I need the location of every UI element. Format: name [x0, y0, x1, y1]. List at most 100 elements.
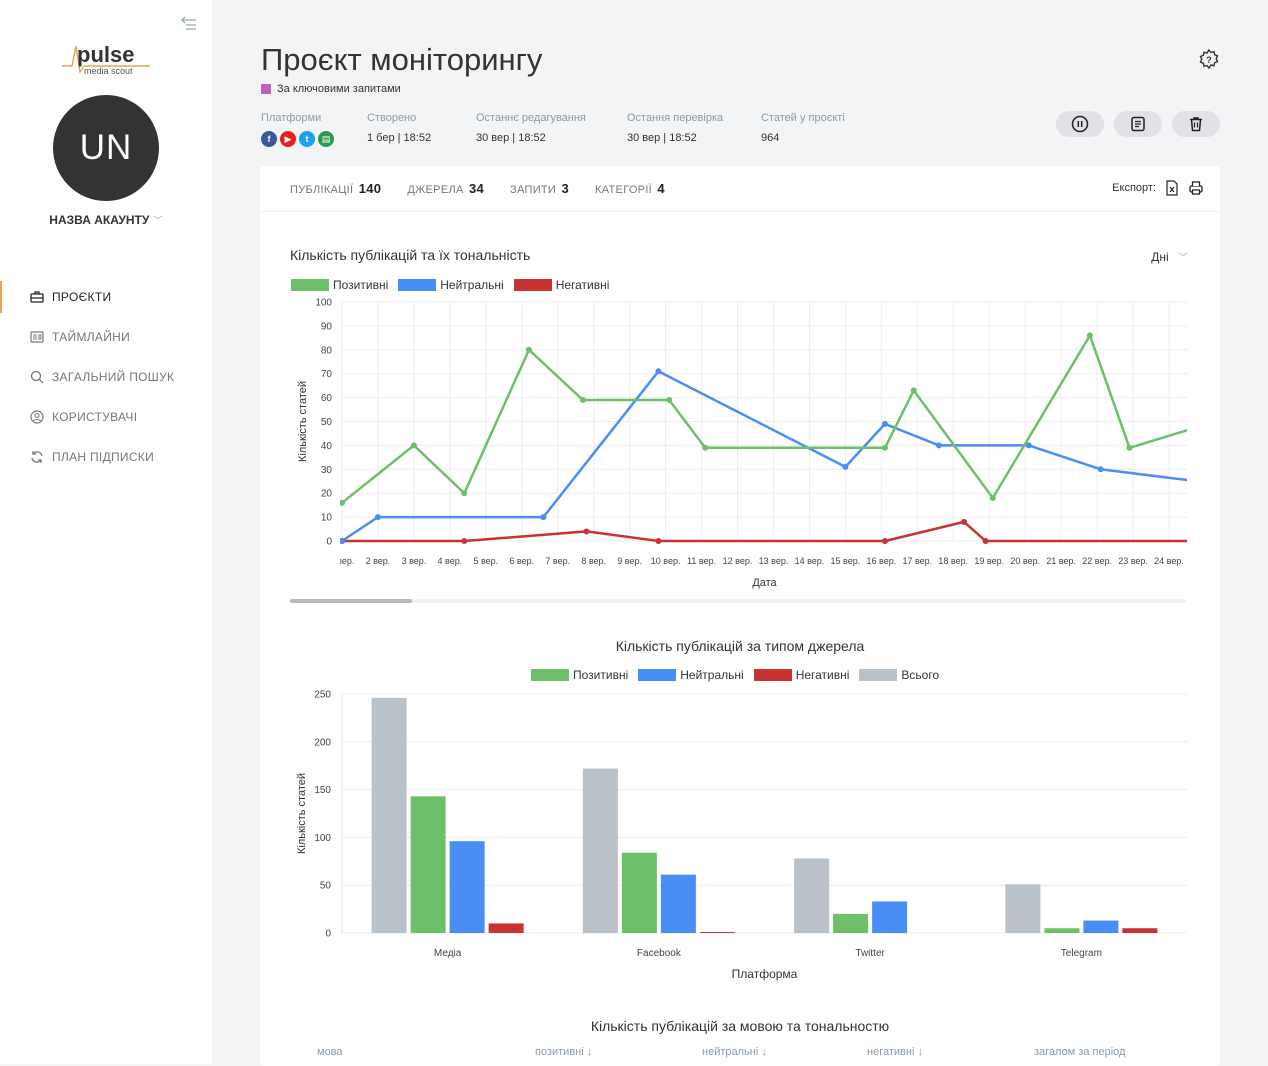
data-point — [1097, 466, 1104, 473]
project-tabs: ПУБЛІКАЦІЇ 140 ДЖЕРЕЛА 34 ЗАПИТИ 3 КАТЕГ… — [260, 166, 1220, 212]
sidebar-item-search[interactable]: ЗАГАЛЬНИЙ ПОШУК — [0, 357, 212, 397]
search-icon — [30, 370, 44, 384]
x-tick-label: 7 вер. — [545, 556, 570, 566]
y-tick-label: 50 — [321, 417, 333, 428]
sidebar-item-label: ТАЙМЛАЙНИ — [52, 330, 131, 344]
col-positive[interactable]: позитивні ↓ — [535, 1046, 593, 1058]
legend-item[interactable]: Негативні — [753, 668, 849, 682]
bar — [449, 841, 485, 933]
tab-categories[interactable]: КАТЕГОРІЇ 4 — [595, 181, 665, 196]
articles-meta: Статей у проєкті 964 — [761, 112, 845, 144]
scrollbar-thumb[interactable] — [290, 599, 412, 603]
chart2-title: Кількість публікацій за типом джерела — [615, 638, 865, 654]
project-type-tag: За ключовими запитами — [261, 83, 401, 95]
y-axis-title: Кількість статей — [296, 773, 308, 854]
x-tick-label: 21 вер. — [1046, 556, 1076, 566]
settings-help-icon[interactable]: ? — [1198, 48, 1220, 70]
legend-item[interactable]: Нейтральні — [398, 278, 504, 292]
bar — [699, 932, 735, 933]
report-button[interactable] — [1114, 111, 1162, 137]
y-tick-label: 150 — [314, 785, 331, 796]
data-point — [842, 463, 849, 470]
x-axis-title: Платформа — [732, 967, 798, 981]
legend-item[interactable]: Нейтральні — [638, 668, 744, 682]
legend-label: Позитивні — [333, 278, 389, 292]
col-negative[interactable]: негативні ↓ — [867, 1046, 923, 1058]
checked-value: 30 вер | 18:52 — [627, 132, 697, 144]
legend-swatch — [859, 669, 898, 681]
newspaper-icon — [30, 331, 44, 343]
bar — [833, 913, 869, 933]
bar — [488, 923, 524, 933]
sidebar-item-timelines[interactable]: ТАЙМЛАЙНИ — [0, 317, 212, 357]
bar — [1122, 928, 1158, 933]
delete-button[interactable] — [1172, 111, 1220, 137]
chart1-canvas: 0 10 20 30 40 50 60 70 80 90 100 1 вер. 2 вер. 3 вер.… — [297, 298, 1187, 589]
excel-export-icon[interactable] — [1164, 180, 1180, 196]
y-tick-label: 100 — [314, 833, 331, 844]
legend-item[interactable]: Позитивні — [291, 278, 388, 292]
print-icon[interactable] — [1188, 180, 1204, 196]
articles-value: 964 — [761, 132, 780, 144]
avatar[interactable]: UN — [53, 95, 159, 201]
checked-meta: Остання перевірка 30 вер | 18:52 — [627, 112, 723, 144]
data-point — [989, 494, 996, 501]
sidebar-item-users[interactable]: КОРИСТУВАЧІ — [0, 397, 212, 437]
export-controls: Експорт: — [1112, 180, 1204, 196]
x-tick-label: 10 вер. — [651, 556, 681, 566]
legend-item[interactable]: Позитивні — [531, 668, 628, 682]
data-point — [461, 490, 468, 497]
chart1-legend: Позитивні Нейтральні Негативні — [291, 278, 619, 292]
y-tick-label: 30 — [321, 465, 333, 476]
col-language[interactable]: мова — [317, 1046, 343, 1058]
tab-sources[interactable]: ДЖЕРЕЛА 34 — [407, 181, 484, 196]
checked-label: Остання перевірка — [627, 112, 724, 124]
x-tick-label: 24 вер. — [1154, 556, 1184, 566]
x-tick-label: 2 вер. — [366, 556, 391, 566]
data-point — [525, 346, 532, 353]
svg-text:?: ? — [1206, 55, 1212, 65]
x-tick-label: 3 вер. — [402, 556, 427, 566]
project-card: ПУБЛІКАЦІЇ 140 ДЖЕРЕЛА 34 ЗАПИТИ 3 КАТЕГ… — [260, 166, 1220, 1066]
col-total[interactable]: загалом за період — [1034, 1046, 1126, 1058]
legend-label: Всього — [901, 668, 940, 682]
chart2-canvas: 0 50 100 150 200 250 Медіа Facebook Twitter Teleg… — [296, 690, 1187, 981]
tab-publications[interactable]: ПУБЛІКАЦІЇ 140 — [290, 181, 381, 196]
legend-label: Нейтральні — [680, 668, 744, 682]
account-menu[interactable]: НАЗВА АКАУНТУ ﹀ — [0, 212, 212, 227]
series-line — [342, 520, 1187, 543]
platforms-label: Платформи — [261, 112, 322, 124]
chevron-down-icon: ﹀ — [1178, 253, 1188, 264]
period-value: Дні — [1151, 250, 1169, 264]
x-tick-label: 11 вер. — [687, 556, 716, 566]
y-tick-label: 250 — [314, 690, 331, 701]
chart1-scrollbar[interactable] — [290, 599, 1187, 603]
sidebar-item-projects[interactable]: ПРОЄКТИ — [0, 277, 212, 317]
x-tick-label: 17 вер. — [902, 556, 932, 566]
pause-icon — [1071, 115, 1089, 133]
sidebar-item-subscription[interactable]: ПЛАН ПІДПИСКИ — [0, 437, 212, 477]
bar — [872, 901, 908, 933]
data-point — [579, 396, 586, 403]
collapse-sidebar-icon[interactable] — [180, 13, 198, 31]
legend-item[interactable]: Негативні — [513, 278, 610, 292]
youtube-icon: ▶ — [280, 131, 296, 147]
bar — [794, 858, 830, 933]
created-meta: Створено 1 бер | 18:52 — [367, 112, 431, 144]
legend-label: Позитивні — [573, 668, 629, 682]
x-tick-label: Twitter — [855, 948, 885, 959]
period-select[interactable]: Дні ﹀ — [1151, 249, 1188, 264]
pause-button[interactable] — [1056, 111, 1104, 137]
tab-queries[interactable]: ЗАПИТИ 3 — [510, 181, 569, 196]
logo[interactable]: pulse media scout — [60, 38, 156, 80]
bar — [1044, 928, 1080, 933]
legend-item[interactable]: Всього — [859, 668, 939, 682]
series-line — [341, 370, 1187, 543]
legend-label: Негативні — [555, 278, 610, 292]
col-neutral[interactable]: нейтральні ↓ — [702, 1046, 767, 1058]
y-tick-label: 0 — [326, 537, 332, 548]
legend-swatch — [753, 669, 792, 681]
platform-icons: f ▶ t ▤ — [261, 131, 334, 147]
series-line — [341, 334, 1187, 504]
project-actions — [1056, 111, 1220, 137]
